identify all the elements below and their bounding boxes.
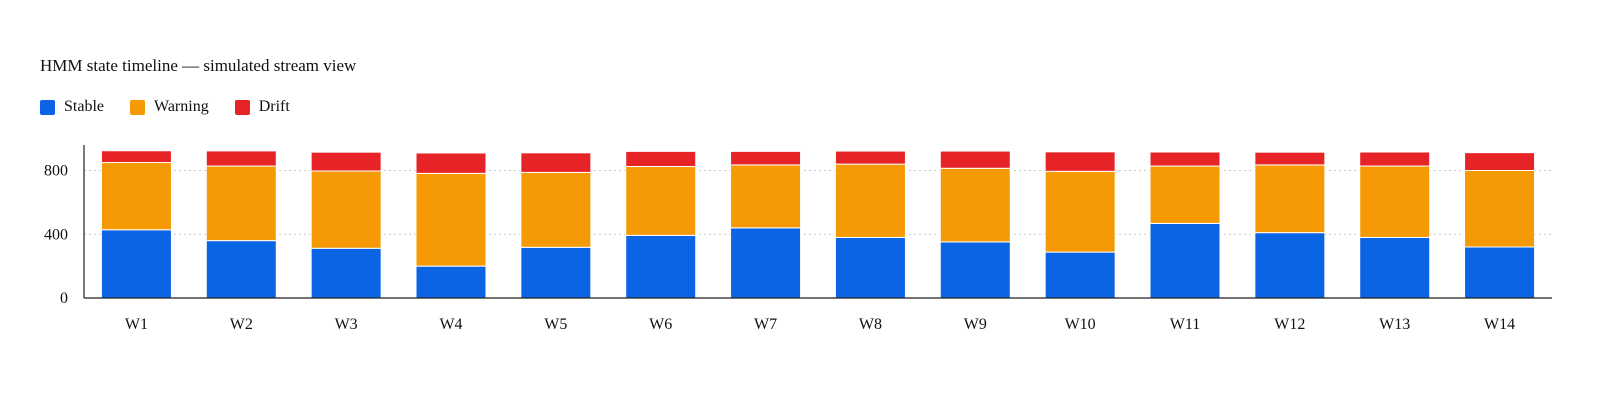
bar-segment-drift bbox=[310, 151, 382, 172]
bar-segment-warning bbox=[1359, 165, 1431, 238]
x-tick-label: W13 bbox=[1379, 316, 1410, 333]
x-tick-label: W4 bbox=[439, 316, 462, 333]
bar-segment-warning bbox=[310, 170, 382, 249]
bar-segment-warning bbox=[834, 163, 906, 238]
y-tick-label: 800 bbox=[44, 163, 68, 180]
bar-segment-stable bbox=[730, 227, 802, 299]
y-tick-label: 0 bbox=[60, 290, 68, 307]
bar-segment-warning bbox=[1044, 170, 1116, 253]
bar-segment-warning bbox=[1254, 164, 1326, 234]
bar-segment-warning bbox=[520, 171, 592, 248]
bar-segment-stable bbox=[1149, 222, 1221, 299]
bar-segment-drift bbox=[1464, 152, 1536, 171]
bar-segment-drift bbox=[1359, 151, 1431, 167]
bar-segment-stable bbox=[939, 241, 1011, 299]
bar-segment-stable bbox=[625, 234, 697, 299]
x-tick-label: W11 bbox=[1170, 316, 1201, 333]
x-tick-label: W2 bbox=[230, 316, 253, 333]
bar-segment-stable bbox=[1359, 236, 1431, 299]
x-tick-label: W6 bbox=[649, 316, 672, 333]
bar-segment-drift bbox=[834, 150, 906, 165]
y-tick-label: 400 bbox=[44, 226, 68, 243]
x-tick-label: W12 bbox=[1274, 316, 1305, 333]
bar-segment-stable bbox=[205, 240, 277, 299]
bar-segment-drift bbox=[1254, 151, 1326, 166]
x-tick-label: W1 bbox=[125, 316, 148, 333]
bar-segment-stable bbox=[100, 229, 172, 299]
bar-segment-stable bbox=[834, 236, 906, 299]
legend-label-stable: Stable bbox=[64, 98, 104, 115]
x-tick-label: W7 bbox=[754, 316, 777, 333]
legend-item-warning[interactable]: Warning bbox=[130, 98, 209, 116]
bar-segment-stable bbox=[520, 246, 592, 299]
legend-swatch-stable bbox=[40, 99, 55, 115]
bar-segment-warning bbox=[100, 162, 172, 231]
bar-segment-warning bbox=[415, 172, 487, 267]
x-tick-label: W10 bbox=[1065, 316, 1096, 333]
bar-segment-drift bbox=[1149, 151, 1221, 167]
bar-segment-stable bbox=[310, 247, 382, 299]
bar-segment-stable bbox=[1464, 246, 1536, 299]
bar-segment-stable bbox=[415, 265, 487, 299]
bar-segment-warning bbox=[625, 166, 697, 236]
bar-segment-warning bbox=[939, 167, 1011, 243]
bar-segment-warning bbox=[1149, 165, 1221, 224]
bar-segment-stable bbox=[1044, 251, 1116, 299]
bar-segment-drift bbox=[415, 152, 487, 174]
bar-segment-warning bbox=[205, 165, 277, 242]
chart-title: HMM state timeline — simulated stream vi… bbox=[40, 56, 357, 75]
bar-segment-warning bbox=[730, 164, 802, 229]
legend-label-warning: Warning bbox=[154, 98, 209, 115]
bar-segment-stable bbox=[1254, 232, 1326, 299]
x-tick-label: W14 bbox=[1484, 316, 1515, 333]
bar-segment-drift bbox=[1044, 151, 1116, 172]
bar-segment-drift bbox=[625, 150, 697, 168]
legend: Stable Warning Drift bbox=[40, 98, 316, 116]
legend-label-drift: Drift bbox=[258, 98, 290, 115]
x-tick-label: W8 bbox=[859, 316, 882, 333]
legend-item-stable[interactable]: Stable bbox=[40, 98, 104, 116]
bar-segment-drift bbox=[520, 152, 592, 173]
legend-swatch-warning bbox=[130, 99, 145, 115]
x-tick-label: W3 bbox=[335, 316, 358, 333]
bar-segment-drift bbox=[205, 150, 277, 167]
x-tick-label: W9 bbox=[964, 316, 987, 333]
x-tick-label: W5 bbox=[544, 316, 567, 333]
legend-swatch-drift bbox=[234, 99, 250, 115]
bar-segment-drift bbox=[730, 150, 802, 166]
bar-segment-warning bbox=[1464, 170, 1536, 248]
bar-segment-drift bbox=[100, 150, 172, 164]
legend-item-drift[interactable]: Drift bbox=[234, 98, 290, 116]
bar-segment-drift bbox=[939, 150, 1011, 169]
